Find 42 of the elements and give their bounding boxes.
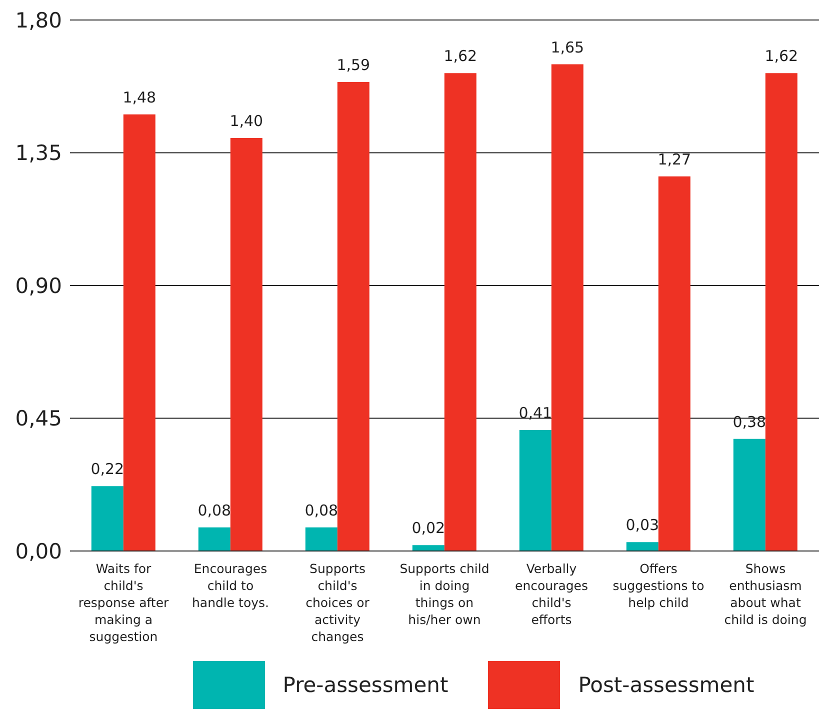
bar (658, 176, 690, 551)
data-label: 1,62 (764, 47, 798, 66)
data-label: 0,41 (518, 404, 552, 422)
data-label: 1,27 (658, 150, 692, 168)
x-tick-label: Supports child's choices or activity changes (306, 561, 370, 644)
data-label: 1,59 (336, 56, 370, 74)
bar (91, 486, 124, 551)
bar (230, 138, 262, 551)
y-tick-label: 0,00 (15, 539, 62, 564)
bar (198, 527, 230, 551)
y-tick-label: 0,45 (15, 406, 62, 431)
x-tick-label: Verbally encourages child's efforts (515, 561, 588, 627)
legend-label: Pre-assessment (282, 673, 448, 697)
x-tick-label: Supports child in doing things on his/her own (400, 561, 490, 627)
bar (412, 545, 444, 551)
data-label: 1,62 (444, 47, 478, 66)
bar (765, 73, 798, 551)
x-tick-label: Offers suggestions to help child (612, 561, 704, 610)
data-label: 1,40 (230, 112, 264, 130)
bar (733, 438, 766, 551)
data-label: 1,65 (550, 38, 584, 56)
bar (444, 73, 476, 551)
data-label: 0,22 (90, 460, 124, 478)
bar (337, 82, 370, 551)
x-tick-label: Shows enthusiasm about what child is doing (724, 561, 807, 627)
data-label: 1,48 (122, 88, 156, 106)
data-label: 0,03 (626, 516, 660, 534)
bar (519, 430, 552, 551)
bar (123, 114, 156, 551)
x-tick-label: Waits for child's response after making a suggestion (78, 561, 170, 644)
bar (305, 527, 338, 551)
data-label: 0,08 (304, 501, 338, 520)
data-label: 0,02 (412, 519, 446, 538)
data-label: 0,08 (198, 501, 232, 520)
y-tick-label: 0,90 (15, 274, 62, 298)
y-tick-label: 1,80 (15, 8, 62, 32)
x-tick-label: Encourages child to handle toys. (192, 561, 270, 610)
bar (626, 542, 658, 551)
bar (551, 64, 584, 551)
data-label: 0,38 (732, 412, 766, 431)
legend-label: Post-assessment (578, 673, 754, 697)
y-tick-label: 1,35 (15, 141, 62, 166)
